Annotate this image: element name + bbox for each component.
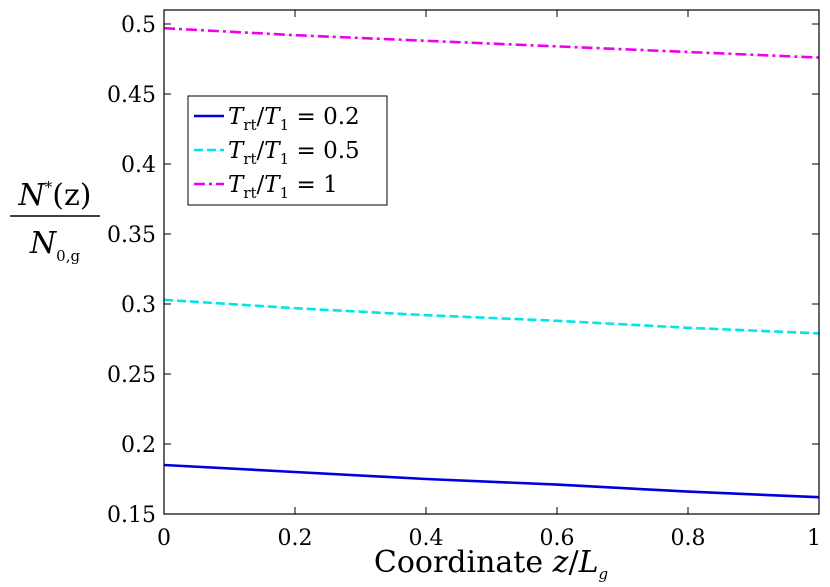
x-tick-label: 0.6	[540, 526, 575, 551]
legend-items: Trt/T1 = 0.2 Trt/T1 = 0.5 Trt/T1 = 1	[194, 104, 360, 202]
y-tick-label: 0.45	[107, 83, 156, 108]
y-tick-label: 0.15	[107, 503, 156, 528]
plot-frame	[163, 9, 820, 515]
y-tick-label: 0.2	[121, 433, 156, 458]
y-tick-label: 0.4	[121, 153, 156, 178]
x-tick-label: 0.4	[409, 526, 444, 551]
legend: Trt/T1 = 0.2 Trt/T1 = 0.5 Trt/T1 = 1	[187, 95, 388, 206]
series-line-3	[163, 26, 820, 59]
series-layer	[163, 26, 820, 499]
y-tick-label: 0.25	[107, 363, 156, 388]
x-tick-label: 0.2	[278, 526, 313, 551]
y-label-denominator: N0,g	[29, 226, 81, 265]
legend-label-2: Trt/T1 = 0.5	[228, 138, 360, 168]
legend-label-3: Trt/T1 = 1	[228, 172, 338, 202]
x-tick-label: 0.8	[671, 526, 706, 551]
y-tick-label: 0.5	[121, 13, 156, 38]
legend-label-1: Trt/T1 = 0.2	[228, 104, 360, 134]
y-label-numerator: N*(z)	[18, 178, 92, 213]
x-axis-label: Coordinate z/Lg	[374, 545, 608, 583]
y-tick-label: 0.3	[121, 293, 156, 318]
y-axis-label: N*(z) N0,g	[10, 178, 100, 265]
series-line-1	[163, 463, 820, 499]
y-tick-label: 0.35	[107, 223, 156, 248]
series-line-2	[163, 298, 820, 335]
x-tick-label: 1	[807, 526, 821, 551]
tick-layer: 0 0.2 0.4 0.6 0.8 1 0.15 0.2 0.25 0.3 0.35 0.4 0.45 0…	[107, 10, 821, 551]
x-tick-label: 0	[157, 526, 171, 551]
